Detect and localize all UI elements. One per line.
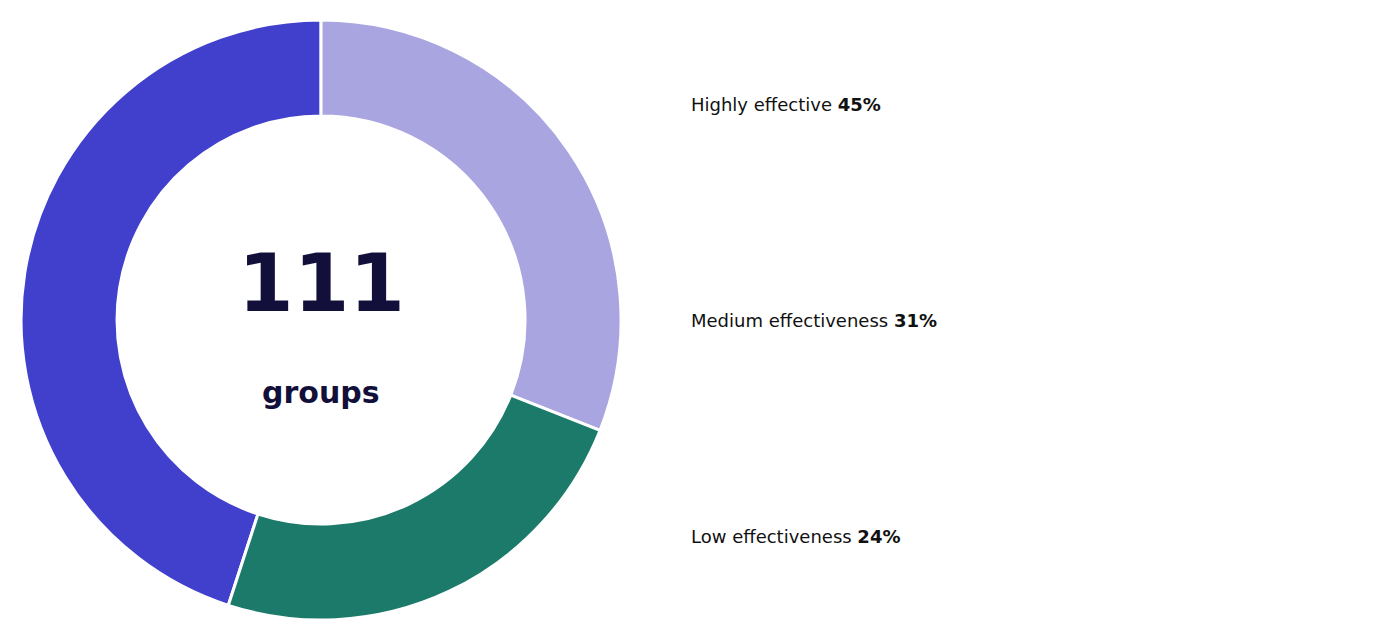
svg-text:groups: groups	[262, 375, 380, 410]
svg-text:Low effectiveness 24%: Low effectiveness 24%	[691, 526, 900, 547]
svg-text:Highly effective 45%: Highly effective 45%	[691, 94, 881, 115]
svg-text:111: 111	[238, 237, 405, 330]
svg-text:Medium effectiveness 31%: Medium effectiveness 31%	[691, 310, 937, 331]
